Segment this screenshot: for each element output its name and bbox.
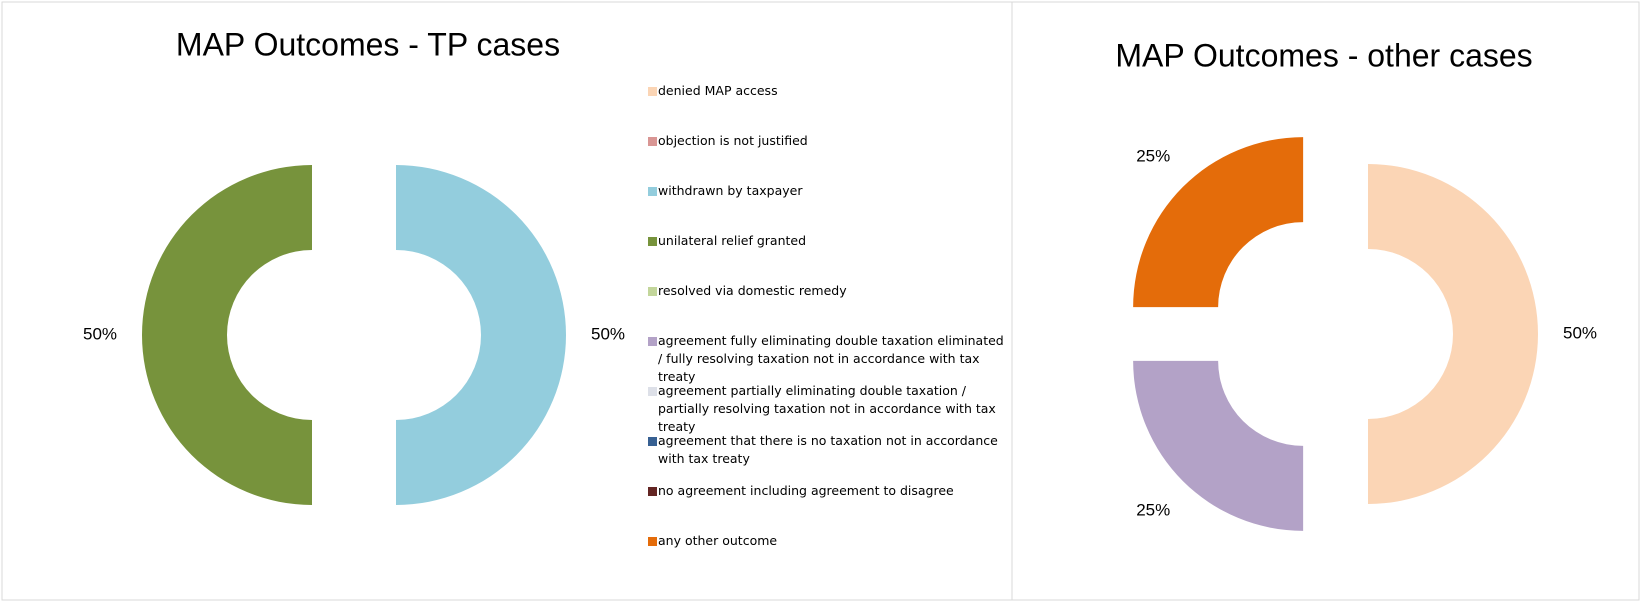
legend-item: objection is not justified — [648, 132, 1008, 182]
legend-item: any other outcome — [648, 532, 1008, 582]
legend: denied MAP access objection is not justif… — [648, 82, 1008, 582]
data-label: 50% — [591, 324, 625, 343]
legend-swatch — [648, 187, 657, 196]
legend-label: objection is not justified — [658, 133, 808, 148]
legend-swatch — [648, 237, 657, 246]
donut-slice — [142, 165, 312, 505]
legend-label: any other outcome — [658, 533, 778, 548]
legend-item: denied MAP access — [648, 82, 1008, 132]
data-label: 50% — [1563, 323, 1597, 342]
legend-label: resolved via domestic remedy — [658, 283, 847, 298]
donut-slice — [396, 165, 566, 505]
data-label: 50% — [83, 324, 117, 343]
legend-label: agreement partially eliminating double t… — [658, 383, 996, 434]
donut-slice — [1133, 360, 1304, 531]
legend-item: agreement fully eliminating double taxat… — [648, 332, 1008, 384]
donut-slice — [1133, 137, 1304, 308]
legend-item: unilateral relief granted — [648, 232, 1008, 282]
legend-item: withdrawn by taxpayer — [648, 182, 1008, 232]
legend-label: denied MAP access — [658, 83, 778, 98]
legend-item: no agreement including agreement to disa… — [648, 482, 1008, 532]
panel-right — [1011, 1, 1640, 601]
legend-swatch — [648, 537, 657, 546]
legend-label: agreement fully eliminating double taxat… — [658, 333, 1004, 384]
legend-label: agreement that there is no taxation not … — [658, 433, 998, 466]
legend-swatch — [648, 87, 657, 96]
chart-title: MAP Outcomes - TP cases — [176, 26, 560, 62]
legend-swatch — [648, 287, 657, 296]
legend-swatch — [648, 137, 657, 146]
legend-swatch — [648, 487, 657, 496]
legend-item: agreement partially eliminating double t… — [648, 382, 1008, 434]
legend-swatch — [648, 337, 657, 346]
legend-label: withdrawn by taxpayer — [658, 183, 803, 198]
chart-title: MAP Outcomes - other cases — [1115, 37, 1532, 73]
legend-item: resolved via domestic remedy — [648, 282, 1008, 332]
legend-label: no agreement including agreement to disa… — [658, 483, 954, 498]
legend-swatch — [648, 387, 657, 396]
donut-slice — [1368, 164, 1538, 504]
data-label: 25% — [1136, 500, 1170, 519]
legend-label: unilateral relief granted — [658, 233, 807, 248]
data-label: 25% — [1136, 147, 1170, 166]
legend-item: agreement that there is no taxation not … — [648, 432, 1008, 482]
legend-swatch — [648, 437, 657, 446]
